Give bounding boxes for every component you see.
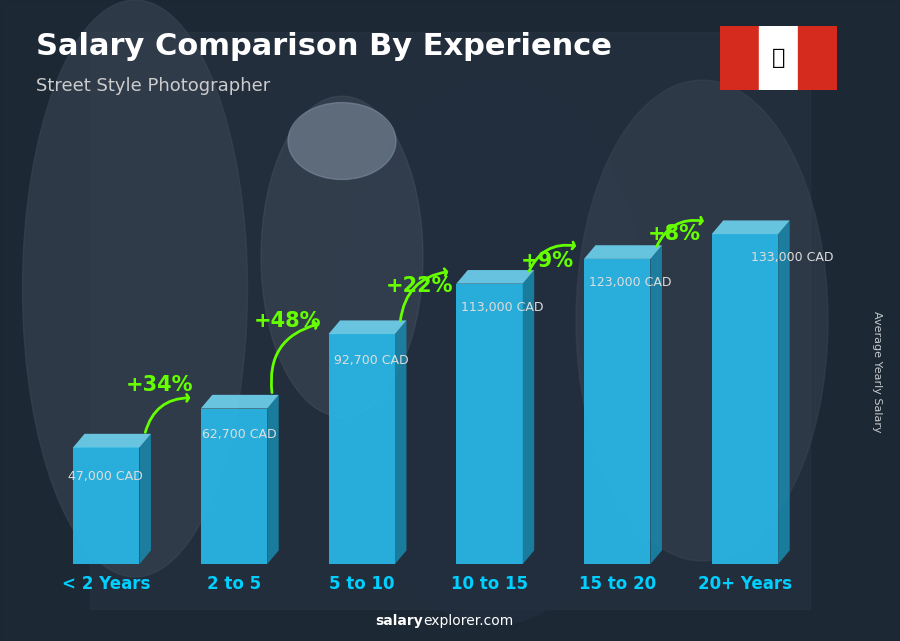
Text: 62,700 CAD: 62,700 CAD <box>202 428 276 442</box>
Polygon shape <box>73 434 151 447</box>
Polygon shape <box>584 246 662 259</box>
Polygon shape <box>140 434 151 564</box>
Bar <box>798 26 837 90</box>
Polygon shape <box>651 246 661 564</box>
Ellipse shape <box>338 80 652 625</box>
Ellipse shape <box>261 96 423 417</box>
Text: +8%: +8% <box>648 224 701 244</box>
Polygon shape <box>395 320 407 564</box>
Polygon shape <box>328 320 407 334</box>
Text: 92,700 CAD: 92,700 CAD <box>334 354 409 367</box>
Text: +22%: +22% <box>385 276 453 296</box>
Bar <box>759 26 798 90</box>
Bar <box>90 32 810 609</box>
Ellipse shape <box>288 103 396 179</box>
Polygon shape <box>523 270 535 564</box>
Text: +48%: +48% <box>254 311 321 331</box>
Text: 113,000 CAD: 113,000 CAD <box>462 301 544 314</box>
Text: 🍁: 🍁 <box>772 47 785 68</box>
Polygon shape <box>712 221 789 234</box>
Polygon shape <box>712 234 778 564</box>
Polygon shape <box>201 395 279 408</box>
Polygon shape <box>328 334 395 564</box>
Polygon shape <box>201 408 267 564</box>
Polygon shape <box>267 395 279 564</box>
Polygon shape <box>778 221 789 564</box>
Text: Salary Comparison By Experience: Salary Comparison By Experience <box>36 32 612 61</box>
Text: 47,000 CAD: 47,000 CAD <box>68 470 143 483</box>
Text: salary: salary <box>375 614 423 628</box>
Bar <box>720 26 759 90</box>
Ellipse shape <box>576 80 828 561</box>
Text: +34%: +34% <box>126 376 194 395</box>
Polygon shape <box>584 259 651 564</box>
Polygon shape <box>73 447 140 564</box>
Polygon shape <box>456 284 523 564</box>
Ellipse shape <box>22 0 248 577</box>
Text: +9%: +9% <box>520 251 573 271</box>
Text: Average Yearly Salary: Average Yearly Salary <box>872 311 883 433</box>
Text: explorer.com: explorer.com <box>423 614 513 628</box>
Text: 123,000 CAD: 123,000 CAD <box>590 276 671 289</box>
Polygon shape <box>456 270 535 284</box>
Text: Street Style Photographer: Street Style Photographer <box>36 77 270 95</box>
Text: 133,000 CAD: 133,000 CAD <box>752 251 834 265</box>
